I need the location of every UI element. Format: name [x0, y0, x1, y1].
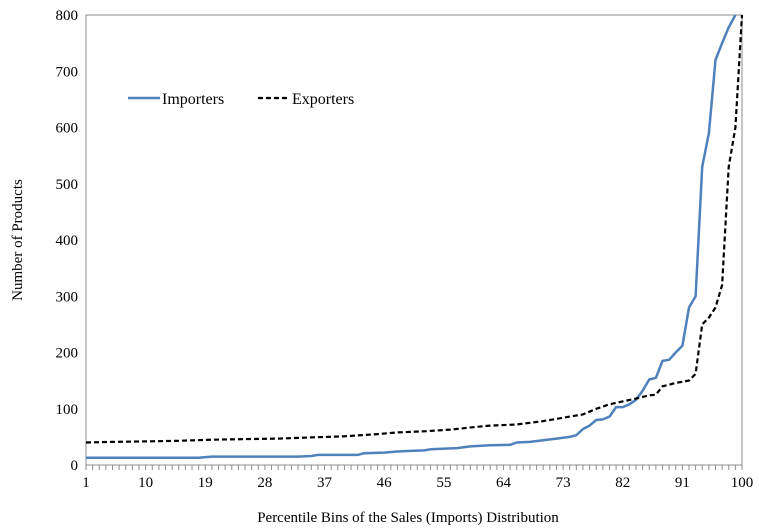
y-tick-label: 300	[56, 289, 79, 305]
series-line-exporters	[85, 14, 744, 444]
x-tick-label: 91	[675, 475, 690, 491]
x-tick-label: 1	[82, 475, 90, 491]
legend-item-exporters: Exporters	[258, 91, 354, 108]
y-tick-label: 200	[56, 346, 79, 362]
legend-label-importers: Importers	[162, 91, 224, 108]
y-tick-label: 0	[71, 458, 79, 474]
y-tick-label: 700	[56, 64, 79, 80]
legend-label-exporters: Exporters	[292, 91, 354, 108]
x-axis-ticks: 1 10 19 28 37 46 55 64 73 82 91 100	[82, 465, 753, 491]
y-tick-label: 800	[56, 8, 79, 24]
plot-frame	[85, 14, 743, 466]
x-tick-label: 100	[731, 475, 754, 491]
legend-item-importers: Importers	[128, 91, 224, 108]
x-tick-label: 28	[257, 475, 272, 491]
y-tick-label: 500	[56, 177, 79, 193]
y-axis-ticks: 0 100 200 300 400 500 600 700 800	[56, 8, 79, 474]
legend: Importers Exporters	[128, 91, 354, 108]
x-tick-label: 10	[138, 475, 153, 491]
series-line-importers	[86, 14, 737, 459]
x-tick-label: 64	[496, 475, 512, 491]
x-tick-label: 82	[615, 475, 630, 491]
x-tick-label: 19	[198, 475, 213, 491]
series-layer	[85, 14, 744, 459]
x-tick-label: 37	[317, 475, 333, 491]
x-tick-label: 46	[377, 475, 393, 491]
x-tick-label: 55	[436, 475, 451, 491]
y-axis-title: Number of Products	[10, 179, 26, 301]
x-axis-title: Percentile Bins of the Sales (Imports) D…	[257, 510, 559, 526]
y-tick-label: 400	[56, 233, 79, 249]
x-tick-label: 73	[556, 475, 571, 491]
y-tick-label: 600	[56, 121, 79, 137]
y-tick-label: 100	[56, 402, 79, 418]
